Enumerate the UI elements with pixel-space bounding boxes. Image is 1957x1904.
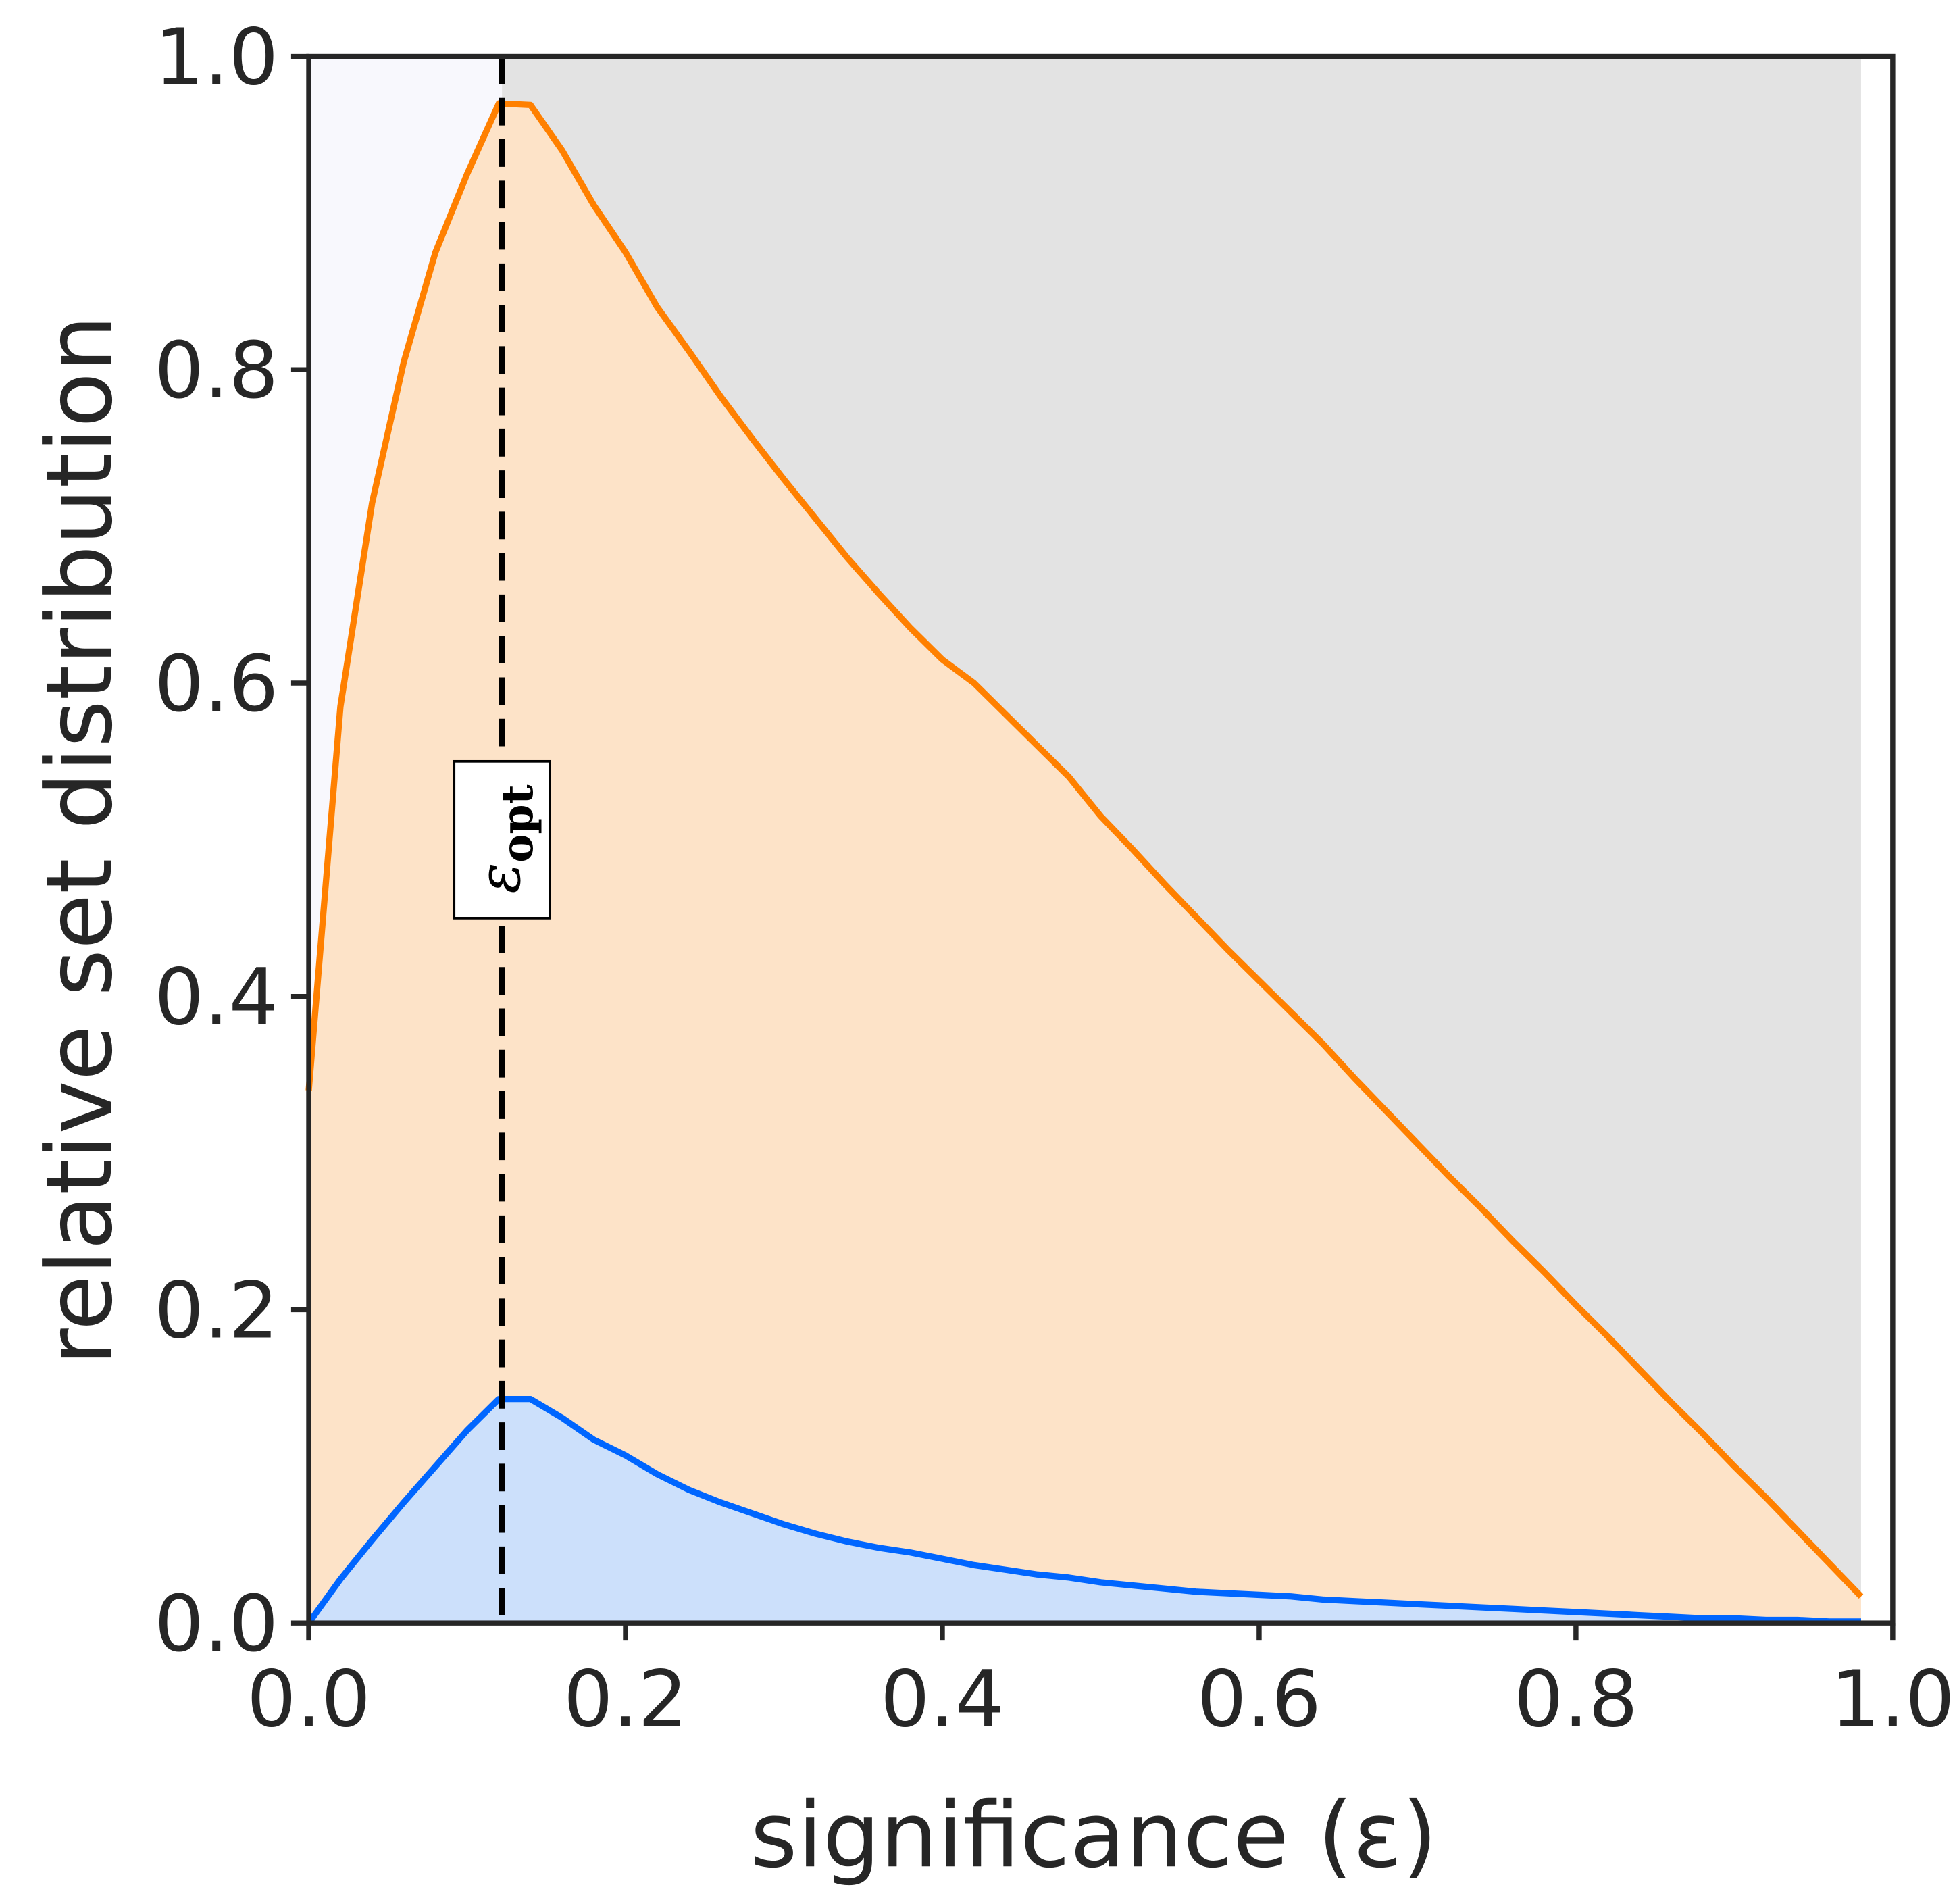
- y-tick-label: 1.0: [154, 13, 278, 103]
- y-tick-label: 0.2: [154, 1266, 278, 1357]
- annotation-subscript: opt: [492, 784, 542, 862]
- upper-fill-right: [502, 56, 1861, 1597]
- y-tick-label: 0.6: [154, 639, 278, 730]
- plot-frame: [306, 53, 1896, 1626]
- annotation-label: εopt: [467, 784, 542, 893]
- x-tick-label: 0.4: [880, 1655, 1005, 1745]
- y-axis-label: relative set distribution: [27, 315, 132, 1366]
- series-line: [305, 100, 1864, 1599]
- x-axis-label: significance (ε): [751, 1783, 1438, 1888]
- x-tick-label: 0.2: [563, 1655, 688, 1745]
- series-line: [306, 1395, 1861, 1625]
- annotation-box: [453, 759, 551, 920]
- y-tick-label: 0.8: [154, 326, 278, 416]
- y-tick-label: 0.4: [154, 953, 278, 1043]
- x-tick-label: 0.0: [247, 1655, 371, 1745]
- area-fill: [309, 1399, 1861, 1624]
- y-tick-label: 0.0: [154, 1579, 278, 1670]
- area-fill: [309, 103, 1861, 1624]
- x-tick-label: 1.0: [1831, 1655, 1955, 1745]
- x-tick-label: 0.8: [1514, 1655, 1638, 1745]
- annotation-symbol: ε: [467, 863, 534, 894]
- upper-fill-left: [309, 56, 503, 1091]
- x-tick-label: 0.6: [1197, 1655, 1321, 1745]
